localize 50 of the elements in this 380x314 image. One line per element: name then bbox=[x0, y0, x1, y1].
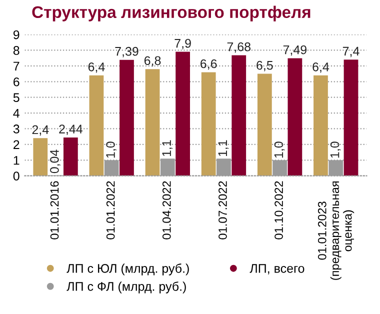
data-label: 6,4 bbox=[312, 62, 330, 73]
data-label: 6,6 bbox=[200, 59, 217, 70]
data-label: 6,5 bbox=[256, 60, 273, 72]
bar bbox=[89, 75, 104, 176]
y-tick-label: 7 bbox=[14, 62, 20, 70]
data-label: 7,68 bbox=[227, 42, 250, 53]
y-tick-label: 3 bbox=[13, 124, 20, 134]
data-label: 7,9 bbox=[174, 38, 191, 50]
legend-label: ЛП с ФЛ (млрд. руб.) bbox=[66, 282, 186, 294]
data-label: 0,04 bbox=[50, 150, 60, 174]
x-tick-label: 01.10.2022 bbox=[274, 181, 283, 240]
x-tick-label: 01.07.2022 bbox=[218, 181, 227, 240]
y-tick-label: 2 bbox=[14, 140, 20, 149]
data-label: 1,1 bbox=[218, 140, 229, 156]
bar bbox=[176, 52, 190, 176]
data-label: 1,0 bbox=[274, 142, 285, 158]
bar bbox=[120, 60, 134, 176]
data-label: 2,4 bbox=[32, 125, 49, 136]
bar bbox=[201, 72, 216, 176]
chart-title: Структура лизингового портфеля bbox=[32, 6, 310, 22]
bar bbox=[63, 138, 78, 176]
y-tick-label: 5 bbox=[13, 93, 20, 102]
bar bbox=[257, 74, 272, 176]
data-label: 7,4 bbox=[342, 46, 360, 58]
y-tick-label: 0 bbox=[13, 172, 20, 180]
bar bbox=[145, 69, 160, 176]
data-label: 1,1 bbox=[162, 140, 172, 156]
bar bbox=[288, 58, 302, 176]
y-tick-label: 9 bbox=[13, 30, 20, 40]
x-tick-label: 01.01.2016 bbox=[50, 181, 59, 240]
data-label: 1,0 bbox=[330, 142, 341, 158]
y-tick-label: 8 bbox=[13, 46, 20, 55]
legend-label: ЛП с ЮЛ (млрд. руб.) bbox=[66, 264, 189, 276]
data-label: 7,39 bbox=[115, 46, 138, 58]
data-label: 7,49 bbox=[283, 45, 307, 56]
legend-label: ЛП, всего bbox=[250, 264, 304, 274]
y-tick-label: 4 bbox=[13, 108, 20, 118]
x-tick-label: 01.01.2023 (предварительная оценка) bbox=[318, 182, 354, 280]
bar bbox=[33, 138, 48, 176]
x-tick-label: 01.04.2022 bbox=[162, 181, 171, 240]
data-label: 1,0 bbox=[106, 142, 116, 158]
data-label: 2,44 bbox=[59, 124, 82, 135]
y-tick-label: 1 bbox=[14, 156, 20, 165]
bar bbox=[314, 75, 328, 176]
bar bbox=[232, 55, 246, 176]
y-tick-label: 6 bbox=[14, 77, 20, 86]
bar bbox=[344, 60, 358, 176]
x-tick-label: 01.01.2022 bbox=[106, 181, 115, 240]
data-label: 6,4 bbox=[88, 62, 105, 73]
data-label: 6,8 bbox=[144, 56, 161, 67]
